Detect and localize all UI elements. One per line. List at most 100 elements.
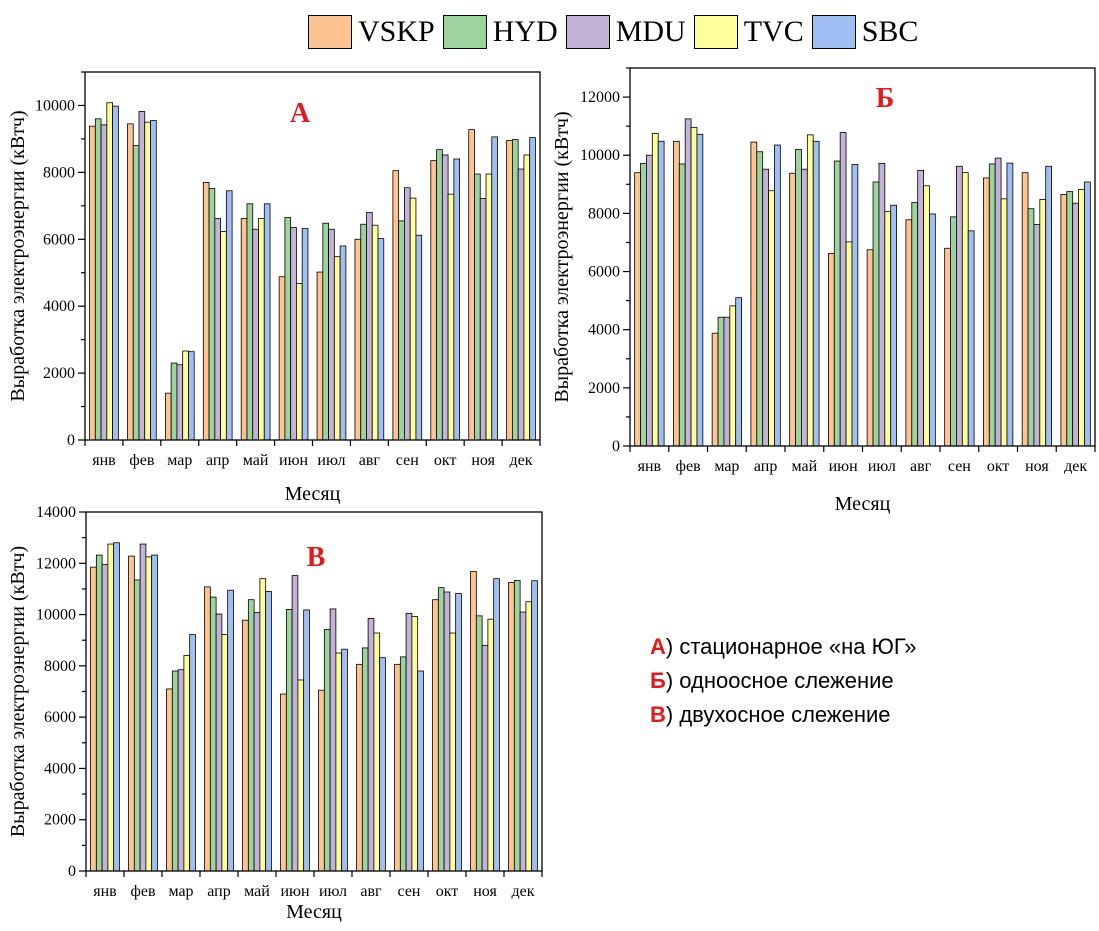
y-tick-label: 0 (68, 863, 76, 880)
bar-vskp-0 (89, 125, 96, 441)
bar-tvc-5 (296, 283, 303, 441)
bar-sbc-0 (112, 105, 119, 441)
y-tick-label: 6000 (588, 264, 620, 281)
legend-item-vskp: VSKP (308, 15, 435, 49)
y-axis-title: Выработка электроэнергии (кВтч) (7, 546, 29, 837)
note-text: ) стационарное «на ЮГ» (665, 634, 917, 659)
y-tick-label: 0 (67, 432, 75, 449)
x-tick-label: окт (436, 883, 459, 900)
y-tick-label: 8000 (588, 205, 620, 222)
chart-panel-b: 0 2000 4000 6000 8000 10000 12000 янв фев мар апр м… (551, 67, 1096, 515)
bar-tvc-11 (1078, 189, 1085, 447)
x-tick-label: май (243, 452, 269, 469)
note-letter: А (650, 634, 666, 659)
bar-hyd-10 (474, 173, 481, 441)
legend-item-sbc: SBC (811, 15, 918, 49)
legend-swatch (811, 15, 856, 49)
legend-item-mdu: MDU (565, 15, 686, 49)
legend-label: VSKP (358, 15, 435, 48)
x-tick-label: ноя (473, 883, 497, 900)
note-letter: В (650, 702, 666, 727)
bar-sbc-0 (113, 542, 120, 872)
bars (634, 118, 1091, 447)
bar-mdu-9 (441, 154, 449, 441)
bar-tvc-6 (333, 256, 341, 441)
bar-tvc-1 (690, 126, 698, 447)
bar-vskp-8 (394, 663, 401, 872)
x-tick-label: июл (319, 883, 347, 900)
bar-tvc-10 (487, 618, 495, 872)
bar-mdu-1 (139, 543, 147, 872)
y-tick-label: 10000 (580, 147, 620, 164)
bar-tvc-9 (447, 193, 455, 441)
x-tick-label: ноя (1025, 458, 1049, 475)
bar-sbc-1 (696, 133, 704, 447)
bar-sbc-2 (735, 297, 743, 447)
bar-tvc-8 (409, 197, 417, 441)
bar-hyd-6 (872, 181, 880, 447)
bar-hyd-11 (512, 139, 519, 441)
bar-vskp-1 (128, 555, 135, 872)
panel-label: В (307, 542, 326, 573)
bar-sbc-4 (812, 140, 820, 447)
bar-tvc-10 (1039, 199, 1047, 447)
bar-hyd-6 (323, 629, 331, 872)
bar-sbc-9 (455, 593, 462, 872)
x-tick-label: май (244, 883, 270, 900)
bar-sbc-9 (453, 158, 461, 441)
x-tick-label: сен (396, 452, 419, 469)
x-tick-label: апр (754, 458, 777, 475)
x-tick-label: авг (359, 452, 381, 469)
bar-tvc-2 (182, 350, 189, 441)
bar-vskp-7 (354, 238, 362, 441)
bar-vskp-9 (432, 599, 439, 872)
legend-item-hyd: HYD (442, 15, 558, 49)
bar-tvc-9 (1000, 198, 1008, 447)
bar-vskp-3 (750, 141, 758, 447)
bar-vskp-7 (905, 219, 913, 447)
bar-vskp-4 (242, 619, 249, 872)
x-tick-label: мар (168, 883, 193, 900)
x-tick-label: ноя (471, 452, 495, 469)
bar-vskp-10 (470, 571, 477, 872)
bar-vskp-8 (392, 170, 400, 441)
bar-vskp-1 (127, 123, 134, 441)
bar-mdu-10 (481, 644, 489, 872)
bar-tvc-3 (768, 190, 775, 447)
bar-sbc-11 (1084, 181, 1091, 447)
bar-tvc-7 (373, 632, 381, 872)
note-text: ) одноосное слежение (665, 668, 894, 693)
legend-label: MDU (615, 15, 686, 48)
bar-hyd-2 (171, 670, 179, 872)
bar-hyd-3 (208, 188, 216, 441)
bar-vskp-5 (278, 276, 286, 441)
bar-mdu-11 (519, 611, 527, 872)
bar-mdu-0 (100, 124, 108, 441)
bar-sbc-3 (225, 190, 233, 441)
x-tick-label: мар (714, 458, 739, 475)
y-tick-label: 2000 (44, 812, 76, 829)
legend-swatch (308, 15, 352, 49)
x-tick-label: апр (207, 883, 230, 900)
bar-vskp-6 (316, 271, 324, 441)
bar-mdu-1 (684, 118, 692, 447)
bar-vskp-9 (430, 160, 437, 441)
bar-mdu-11 (1072, 202, 1079, 447)
note-text: ) двухосное слежение (665, 702, 891, 727)
note-letter: Б (650, 668, 666, 693)
bar-mdu-8 (404, 187, 411, 441)
bar-mdu-8 (405, 612, 413, 872)
bar-tvc-8 (411, 616, 419, 872)
bar-vskp-9 (982, 177, 990, 447)
legend-swatch (442, 15, 487, 49)
bar-tvc-9 (449, 632, 457, 872)
bar-mdu-3 (214, 218, 221, 441)
bar-sbc-3 (774, 144, 781, 447)
legend-item-tvc: TVC (693, 15, 804, 49)
bar-mdu-4 (253, 612, 261, 872)
y-tick-label: 2000 (43, 365, 75, 382)
bar-sbc-3 (227, 589, 234, 872)
bar-hyd-5 (833, 160, 841, 447)
y-tick-label: 10000 (35, 97, 75, 114)
